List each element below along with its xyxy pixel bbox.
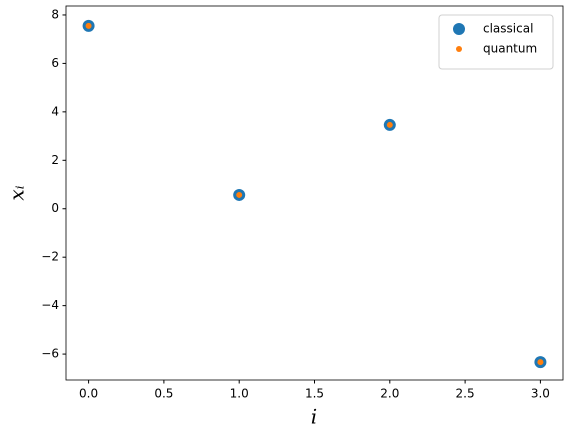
point	[537, 359, 544, 366]
x-tick-label: 1.5	[305, 387, 324, 401]
legend-label: quantum	[483, 42, 537, 56]
x-tick-label: 2.0	[380, 387, 399, 401]
legend-marker	[456, 46, 462, 52]
y-axis-label: xᵢ	[5, 185, 29, 200]
y-tick-label: 2	[51, 153, 59, 167]
x-tick-label: 0.0	[79, 387, 98, 401]
y-tick-label: −6	[41, 347, 59, 361]
x-tick-label: 3.0	[531, 387, 550, 401]
legend-label: classical	[483, 22, 533, 36]
point	[386, 121, 393, 128]
legend-marker	[453, 23, 465, 35]
y-tick-label: −2	[41, 250, 59, 264]
x-tick-label: 1.0	[230, 387, 249, 401]
point	[85, 22, 92, 29]
plot-frame	[65, 5, 564, 381]
y-tick-label: −4	[41, 298, 59, 312]
y-tick-label: 4	[51, 104, 59, 118]
x-axis-label: i	[311, 405, 317, 429]
x-tick-label: 2.5	[456, 387, 475, 401]
y-tick-label: 8	[51, 7, 59, 21]
y-tick-label: 0	[51, 201, 59, 215]
legend-box	[438, 14, 554, 70]
y-tick-label: 6	[51, 56, 59, 70]
x-tick-label: 0.5	[154, 387, 173, 401]
point	[236, 191, 243, 198]
